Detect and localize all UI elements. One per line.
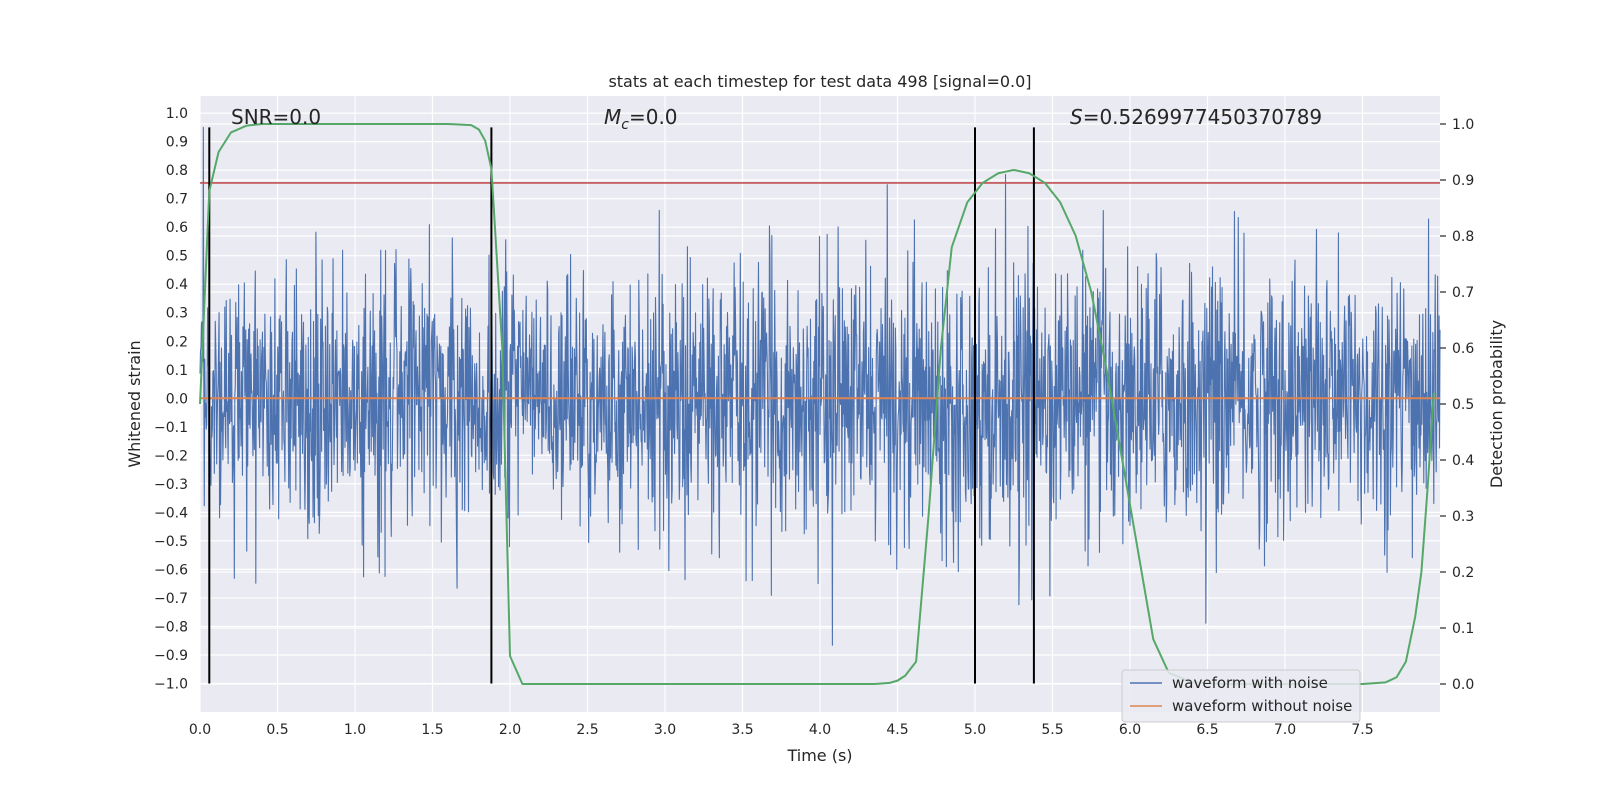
x-axis-label: Time (s) [786,746,852,765]
y-left-tick-label: 0.7 [166,192,188,208]
y-left-tick-label: 0.4 [166,277,188,293]
y-axis-label-right: Detection probability [1487,320,1506,488]
y-axis-label-left: Whitened strain [125,340,144,467]
x-tick-label: 3.5 [731,722,753,738]
y-left-tick-label: 0.6 [166,220,188,236]
y-left-tick-label: −0.3 [154,477,188,493]
y-left-tick-label: 0.5 [166,249,188,265]
y-left-tick-label: −0.9 [154,648,188,664]
y-left-tick-label: −0.2 [154,448,188,464]
y-right-tick-label: 0.9 [1452,173,1474,189]
x-tick-label: 4.5 [886,722,908,738]
x-tick-label: 0.5 [266,722,288,738]
legend-box [1121,669,1361,723]
x-tick-label: 2.0 [499,722,521,738]
y-right-tick-label: 0.8 [1452,229,1474,245]
chirp-mass-subscript: c [621,117,629,133]
y-right-tick-label: 0.1 [1452,621,1474,637]
y-left-tick-label: −0.1 [154,420,188,436]
x-tick-label: 4.0 [809,722,831,738]
y-right-tick-label: 0.0 [1452,677,1474,693]
snr-annotation: SNR=0.0 [231,105,321,129]
y-left-tick-label: −0.5 [154,534,188,550]
score-value: =0.5269977450370789 [1083,105,1322,129]
y-right-tick-label: 0.4 [1452,453,1474,469]
score-symbol: S [1070,105,1083,129]
y-right-tick-label: 1.0 [1452,117,1474,133]
x-tick-label: 3.0 [654,722,676,738]
score-annotation: S=0.5269977450370789 [1070,105,1322,129]
x-tick-label: 7.0 [1274,722,1296,738]
y-left-tick-label: −1.0 [154,676,188,692]
x-tick-label: 1.0 [344,722,366,738]
y-right-tick-label: 0.6 [1452,341,1474,357]
tick-labels: 0.0 0.5 1.0 1.5 2.0 2.5 3.0 3.5 4.0 4.5 5.0 5.5 6.0 6… [154,106,1474,738]
y-right-tick-label: 0.3 [1452,509,1474,525]
legend: waveform with noise waveform without noi… [1121,669,1361,723]
legend-label-noise: waveform with noise [1172,674,1328,692]
legend-label-clean: waveform without noise [1172,697,1352,715]
y-left-tick-label: 0.8 [166,163,188,179]
x-tick-label: 6.5 [1196,722,1218,738]
chirp-mass-value: =0.0 [629,105,678,129]
y-left-tick-label: 1.0 [166,106,188,122]
waveform-with-noise-line [199,126,1441,646]
chart-title: stats at each timestep for test data 498… [608,72,1031,91]
y-left-tick-label: 0.3 [166,306,188,322]
chirp-mass-symbol: M [604,105,621,129]
y-left-tick-label: −0.6 [154,562,188,578]
x-tick-label: 5.0 [964,722,986,738]
y-left-tick-label: 0.9 [166,135,188,151]
chirp-mass-annotation: Mc=0.0 [604,105,678,133]
x-tick-label: 5.5 [1041,722,1063,738]
y-right-tick-label: 0.5 [1452,397,1474,413]
y-right-tick-label: 0.7 [1452,285,1474,301]
x-tick-label: 0.0 [189,722,211,738]
y-left-tick-label: −0.4 [154,505,188,521]
x-tick-label: 6.0 [1119,722,1141,738]
y-left-tick-label: 0.1 [166,363,188,379]
y-right-tick-label: 0.2 [1452,565,1474,581]
x-tick-label: 2.5 [576,722,598,738]
y-left-tick-label: 0.0 [166,391,188,407]
y-left-tick-label: −0.7 [154,591,188,607]
x-tick-label: 1.5 [421,722,443,738]
x-tick-label: 7.5 [1351,722,1373,738]
waveform-with-noise-series [199,126,1441,646]
y-left-tick-label: 0.2 [166,334,188,350]
y-left-tick-label: −0.8 [154,619,188,635]
